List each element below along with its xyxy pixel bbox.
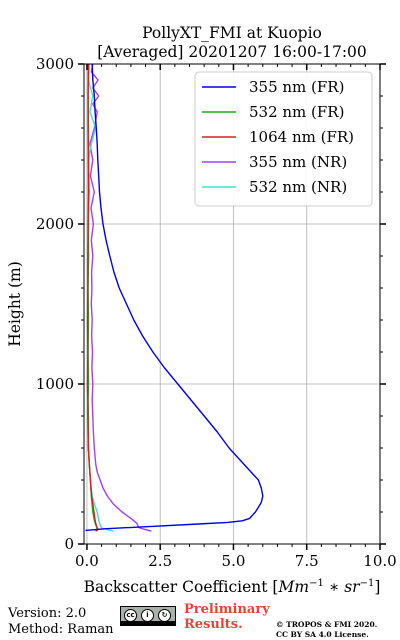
legend-label-0: 355 nm (FR) [249, 78, 344, 96]
backscatter-profile-chart: PollyXT_FMI at Kuopio [Averaged] 2020120… [6, 24, 397, 596]
y-axis-label: Height (m) [6, 261, 24, 347]
x-axis-label-end: ] [374, 578, 380, 596]
chart-title-line1: PollyXT_FMI at Kuopio [142, 24, 322, 42]
cc-license-badge: cc i ↻ [120, 606, 176, 626]
x-tick-label: 7.5 [295, 552, 319, 570]
x-tick-label: 2.5 [148, 552, 172, 570]
x-axis-label-exp1: −1 [309, 578, 324, 589]
x-tick-label: 10.0 [363, 552, 396, 570]
x-tick-label: 0.0 [75, 552, 99, 570]
y-tick-label: 3000 [36, 55, 74, 73]
y-tick-label: 0 [64, 535, 74, 553]
series-lines [85, 63, 264, 532]
copyright-notice: © TROPOS & FMI 2020. CC BY SA 4.0 Licens… [276, 620, 377, 640]
axis-ticks [78, 63, 386, 550]
x-axis-label-mid: ∗ sr [324, 578, 361, 596]
legend-label-1: 532 nm (FR) [249, 103, 344, 121]
preliminary-line2: Results. [184, 617, 243, 632]
version-label: Version: 2.0 [8, 606, 87, 621]
series-line-0 [85, 63, 264, 532]
x-axis-label-text: Backscatter Coefficient [ [84, 578, 279, 596]
axis-tick-labels: 0.0 2.5 5.0 7.5 10.0 0 1000 2000 3000 [36, 55, 397, 570]
preliminary-line1: Preliminary [184, 602, 270, 617]
x-axis-label-exp2: −1 [360, 578, 375, 589]
copyright-line1: © TROPOS & FMI 2020. [276, 620, 378, 629]
legend-label-2: 1064 nm (FR) [249, 128, 354, 146]
chart-title-line2: [Averaged] 20201207 16:00-17:00 [97, 43, 367, 61]
preliminary-notice: Preliminary Results. [184, 602, 270, 632]
legend-box [194, 71, 373, 207]
series-line-2 [86, 63, 99, 532]
legend-label-4: 532 nm (NR) [249, 178, 347, 196]
series-line-3 [89, 63, 152, 532]
x-axis-label: Backscatter Coefficient [Mm−1 ∗ sr−1] [84, 578, 381, 596]
badge-strip [121, 621, 175, 625]
legend: 355 nm (FR) 532 nm (FR) 1064 nm (FR) 355 nm… [194, 71, 373, 207]
x-axis-label-unit: Mm [277, 578, 309, 596]
y-tick-label: 1000 [36, 375, 74, 393]
copyright-line2: CC BY SA 4.0 License. [276, 630, 369, 639]
y-tick-label: 2000 [36, 215, 74, 233]
plot-frame [83, 63, 381, 545]
method-label: Method: Raman [8, 622, 114, 637]
legend-label-3: 355 nm (NR) [249, 153, 347, 171]
x-tick-label: 5.0 [222, 552, 246, 570]
